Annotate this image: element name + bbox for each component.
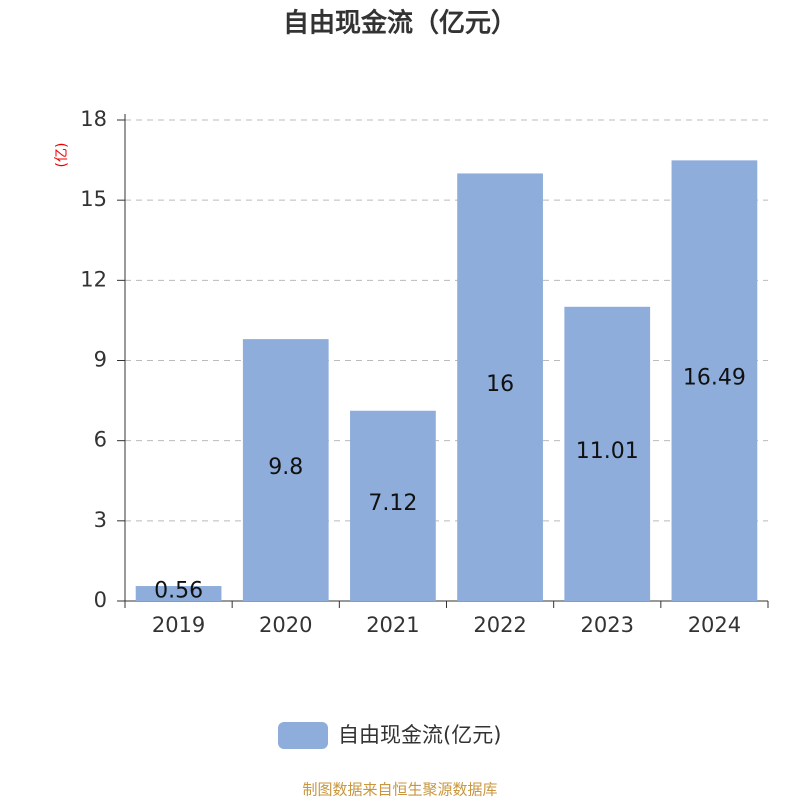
y-tick-label: 3 bbox=[94, 508, 107, 532]
y-tick-label: 9 bbox=[94, 348, 107, 372]
x-tick-label: 2024 bbox=[688, 613, 741, 637]
bar bbox=[242, 339, 329, 601]
chart-title: 自由现金流（亿元） bbox=[283, 8, 517, 39]
value-label: 9.8 bbox=[268, 455, 303, 480]
x-tick-label: 2019 bbox=[152, 613, 205, 637]
y-tick-label: 15 bbox=[80, 187, 107, 211]
y-tick-label: 0 bbox=[94, 588, 107, 612]
bar bbox=[671, 160, 758, 601]
value-label: 11.01 bbox=[576, 439, 639, 464]
x-tick-label: 2021 bbox=[366, 613, 419, 637]
value-label: 16 bbox=[486, 372, 514, 397]
y-axis-label: (亿) bbox=[54, 143, 70, 168]
legend-swatch bbox=[278, 722, 328, 749]
x-tick-label: 2023 bbox=[581, 613, 634, 637]
source-note: 制图数据来自恒生聚源数据库 bbox=[302, 781, 497, 799]
bar bbox=[457, 173, 543, 601]
y-tick-label: 6 bbox=[94, 428, 107, 452]
x-tick-label: 2022 bbox=[473, 613, 526, 637]
value-label: 7.12 bbox=[368, 491, 417, 516]
bar bbox=[350, 410, 436, 601]
bar bbox=[564, 306, 651, 601]
y-tick-label: 18 bbox=[80, 107, 107, 131]
legend-label: 自由现金流(亿元) bbox=[338, 723, 501, 747]
x-tick-label: 2020 bbox=[259, 613, 312, 637]
y-tick-label: 12 bbox=[80, 267, 107, 291]
value-label: 0.56 bbox=[154, 579, 203, 604]
value-label: 16.49 bbox=[683, 366, 746, 391]
bar bbox=[135, 586, 222, 601]
